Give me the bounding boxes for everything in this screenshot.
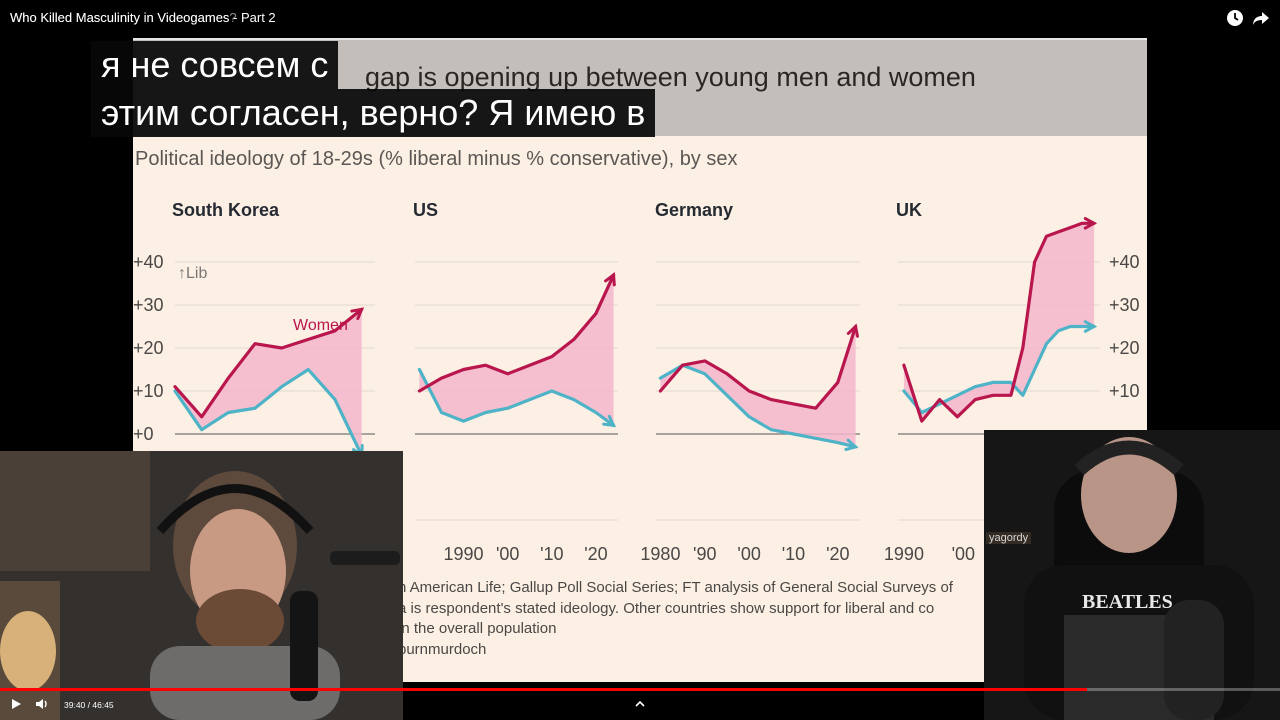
- gap-area: [419, 274, 614, 426]
- source-notes: n American Life; Gallup Poll Social Seri…: [398, 578, 953, 660]
- chart-title-germany: Germany: [655, 200, 734, 220]
- volume-icon[interactable]: [35, 697, 49, 711]
- duration: 46:45: [92, 700, 114, 710]
- time-display: 39:40 / 46:45: [64, 700, 114, 710]
- subtitle-line-2: этим согласен, верно? Я имею в: [91, 89, 656, 137]
- y-tick-label: +0: [133, 424, 154, 444]
- x-tick-label: '10: [782, 544, 805, 564]
- y-tick-label: +30: [1109, 295, 1140, 315]
- y-tick-label: +10: [1109, 381, 1140, 401]
- men-arrowhead: [1083, 320, 1098, 333]
- men-series-line: [658, 363, 858, 449]
- x-tick-label: '00: [737, 544, 760, 564]
- webcam-right: BEATLES yagordy: [984, 430, 1280, 720]
- women-series-line: [902, 221, 1096, 423]
- lib-annotation: ↑Lib: [178, 265, 207, 282]
- x-tick-label: 1990: [444, 544, 484, 564]
- chart-title-us: US: [413, 200, 439, 220]
- y-tick-label: +30: [133, 295, 164, 315]
- y-tick-label: +40: [133, 252, 164, 272]
- chart-subtitle: Political ideology of 18-29s (% liberal …: [135, 148, 738, 170]
- gap-area: [175, 309, 362, 456]
- subtitle-line-1: я не совсем с: [91, 41, 339, 89]
- chart-title-uk: UK: [896, 200, 922, 220]
- video-title[interactable]: Who Killed Masculinity in Videogames - P…: [10, 10, 276, 25]
- women-arrowhead: [846, 323, 859, 338]
- gap-area: [903, 223, 1095, 422]
- women-annotation: Women: [293, 317, 348, 334]
- x-tick-label: 1980: [640, 544, 680, 564]
- chevron-up-icon[interactable]: [633, 697, 647, 711]
- chat-username: yagordy: [986, 532, 1032, 544]
- y-tick-label: +10: [133, 381, 164, 401]
- y-tick-label: +20: [1109, 338, 1140, 358]
- source-line: a is respondent's stated ideology. Other…: [398, 599, 935, 617]
- women-arrowhead: [604, 272, 616, 287]
- women-arrowhead: [1083, 217, 1098, 230]
- men-arrowhead: [602, 414, 617, 428]
- chart-title-south-korea: South Korea: [172, 200, 280, 220]
- women-series-line: [417, 273, 616, 393]
- x-tick-label: '20: [826, 544, 849, 564]
- source-line: n American Life; Gallup Poll Social Seri…: [398, 579, 953, 596]
- x-tick-label: 1990: [884, 544, 924, 564]
- men-series-line: [173, 367, 364, 458]
- source-line: in the overall population: [398, 620, 557, 637]
- progress-bar-fill: [0, 688, 1087, 691]
- men-arrowhead: [844, 438, 859, 451]
- y-tick-label: +20: [133, 338, 164, 358]
- webcam-left: [0, 451, 403, 720]
- y-tick-label: +40: [1109, 252, 1140, 272]
- women-series-line: [658, 324, 858, 410]
- x-tick-label: '00: [952, 544, 975, 564]
- x-tick-label: '00: [496, 544, 519, 564]
- charts-svg: 1990 '00 '10 '20 1980 '90 '00 '10 '20 1990 '00 +0 +1…: [133, 217, 1140, 564]
- women-series-line: [173, 307, 364, 419]
- play-icon[interactable]: [9, 697, 23, 711]
- men-series-line: [417, 367, 616, 427]
- video-title-overlay: Who Killed Masculinity in Videogames?: [10, 10, 237, 25]
- x-tick-label: '10: [540, 544, 563, 564]
- svg-text:BEATLES: BEATLES: [1082, 591, 1173, 613]
- slide-headline: gap is opening up between young men and …: [365, 62, 976, 92]
- x-tick-label: '20: [584, 544, 607, 564]
- source-line: burnmurdoch: [398, 640, 487, 658]
- current-time: 39:40: [64, 700, 86, 710]
- gap-area: [660, 326, 856, 447]
- men-series-line: [902, 324, 1096, 415]
- clock-icon[interactable]: [1226, 9, 1244, 27]
- share-icon[interactable]: [1252, 9, 1270, 27]
- women-arrowhead: [350, 307, 365, 321]
- x-tick-label: '90: [693, 544, 716, 564]
